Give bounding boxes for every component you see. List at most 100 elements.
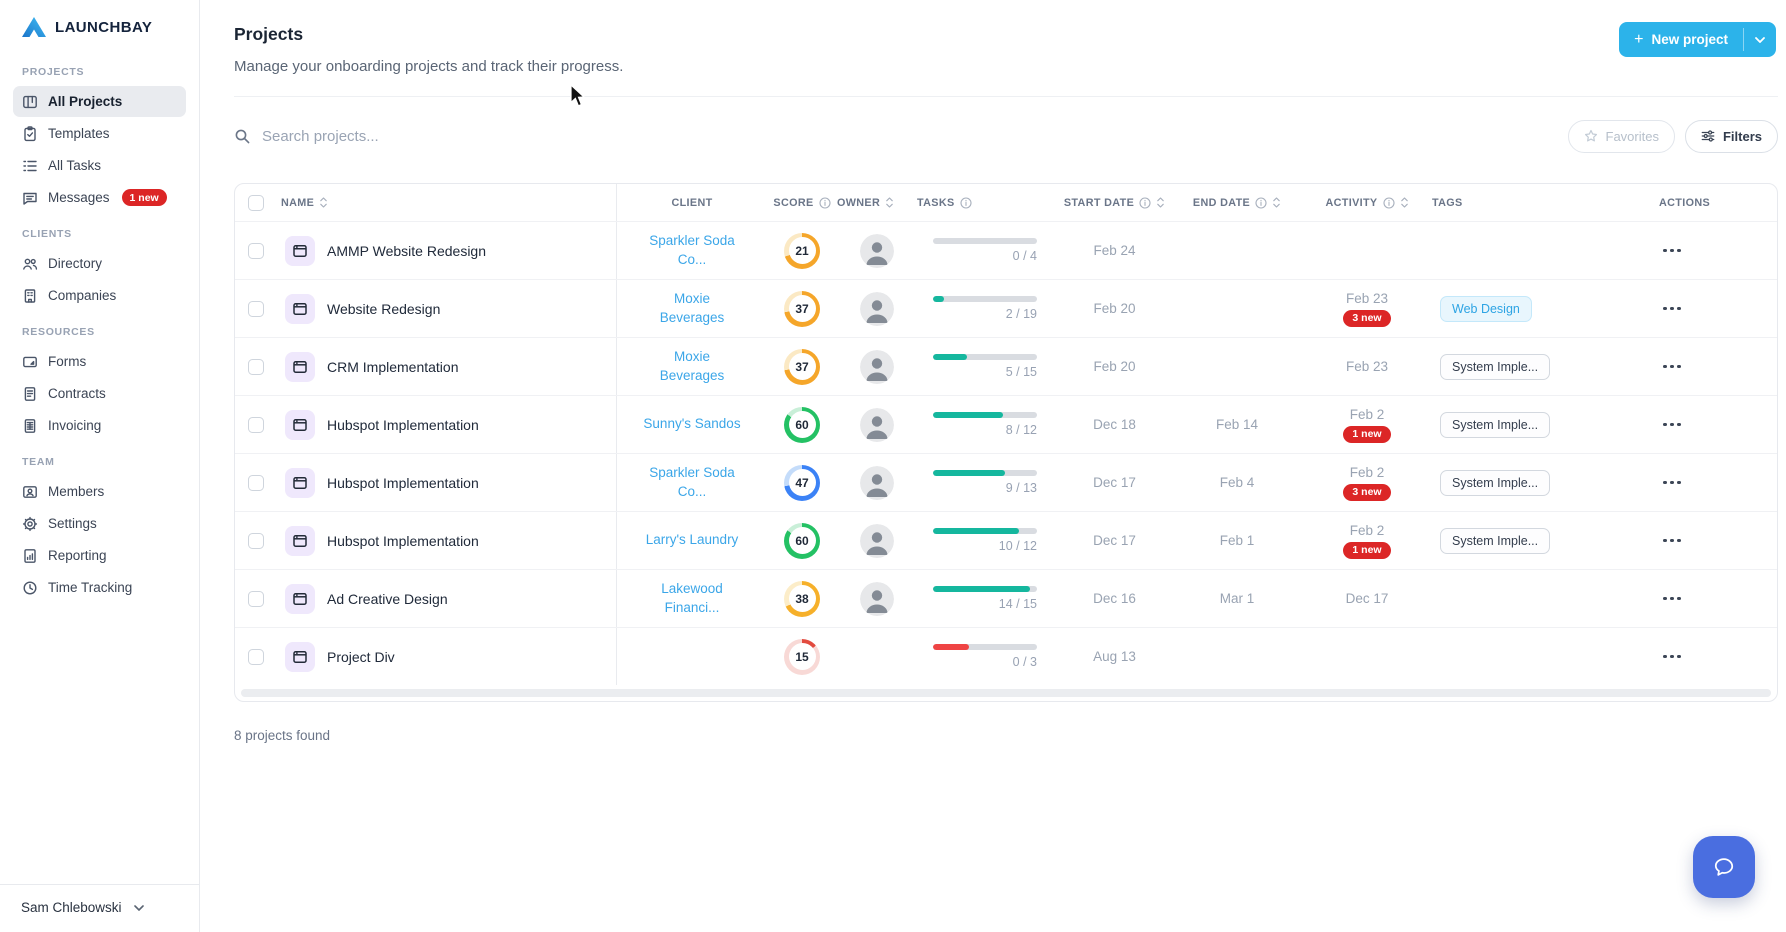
favorites-button[interactable]: Favorites <box>1567 119 1675 153</box>
row-checkbox[interactable] <box>248 474 264 491</box>
sidebar-item-settings[interactable]: Settings <box>13 508 186 539</box>
client-link[interactable]: Sparkler Soda Co... <box>649 465 735 499</box>
list-icon <box>23 160 37 171</box>
user-menu[interactable]: Sam Chlebowski <box>0 884 199 932</box>
sidebar-item-invoicing[interactable]: Invoicing <box>13 410 186 441</box>
client-link[interactable]: Sparkler Soda Co... <box>649 233 735 267</box>
column-header-end-date[interactable]: END DATE <box>1172 184 1302 221</box>
sidebar-item-templates[interactable]: Templates <box>13 118 186 149</box>
project-tag[interactable]: System Imple... <box>1440 411 1551 438</box>
project-name[interactable]: Ad Creative Design <box>327 590 448 607</box>
sidebar-item-members[interactable]: Members <box>13 476 186 507</box>
tasks-count: 14 / 15 <box>998 597 1037 611</box>
column-header-activity[interactable]: ACTIVITY <box>1302 184 1432 221</box>
table-row: Hubspot Implementation Larry's Laundry 6… <box>235 511 1777 569</box>
new-project-dropdown-button[interactable] <box>1744 22 1776 57</box>
project-tag[interactable]: Web Design <box>1440 295 1532 322</box>
new-project-button[interactable]: + New project <box>1619 22 1776 57</box>
client-link[interactable]: Moxie Beverages <box>659 349 725 383</box>
member-card-icon <box>23 485 37 498</box>
sidebar-item-reporting[interactable]: Reporting <box>13 540 186 571</box>
project-tag[interactable]: System Imple... <box>1440 469 1551 496</box>
sort-icon <box>1157 197 1164 208</box>
horizontal-scrollbar[interactable] <box>241 689 1771 697</box>
project-tag[interactable]: System Imple... <box>1440 527 1551 554</box>
owner-avatar <box>860 291 894 326</box>
column-header-start-date[interactable]: START DATE <box>1057 184 1172 221</box>
tasks-count: 5 / 15 <box>1005 365 1037 379</box>
tasks-progress-bar <box>933 296 1037 302</box>
client-link[interactable]: Moxie Beverages <box>659 291 725 325</box>
page-title: Projects <box>234 24 304 44</box>
start-date: Dec 17 <box>1093 533 1136 548</box>
sidebar-item-forms[interactable]: Forms <box>13 346 186 377</box>
activity-cell: Dec 17 <box>1302 570 1432 627</box>
score-value: 47 <box>788 469 816 496</box>
row-checkbox[interactable] <box>248 648 264 665</box>
row-checkbox[interactable] <box>248 242 264 259</box>
building-icon <box>24 288 36 303</box>
end-date: Feb 14 <box>1215 417 1259 432</box>
project-name[interactable]: Website Redesign <box>327 300 441 317</box>
sort-icon <box>1400 197 1408 208</box>
info-icon <box>819 196 831 209</box>
invoice-icon <box>24 418 36 433</box>
chat-bubble-icon <box>1714 858 1734 876</box>
row-actions-button[interactable] <box>1659 359 1685 375</box>
row-actions-button[interactable] <box>1659 301 1685 317</box>
row-actions-button[interactable] <box>1659 417 1685 433</box>
row-checkbox[interactable] <box>248 590 264 607</box>
row-actions-button[interactable] <box>1659 475 1685 491</box>
project-tag[interactable]: System Imple... <box>1440 353 1551 380</box>
sidebar-item-time-tracking[interactable]: Time Tracking <box>13 572 186 603</box>
column-header-owner[interactable]: OWNER <box>837 184 917 221</box>
owner-avatar <box>860 465 894 500</box>
row-actions-button[interactable] <box>1659 649 1685 665</box>
activity-badge: 1 new <box>1343 425 1391 443</box>
start-date: Aug 13 <box>1093 649 1136 664</box>
activity-cell: Feb 23 3 new <box>1302 280 1432 337</box>
client-link[interactable]: Larry's Laundry <box>645 532 739 548</box>
section-resources: RESOURCES <box>22 326 95 338</box>
row-checkbox[interactable] <box>248 532 264 549</box>
project-name[interactable]: Project Div <box>327 648 395 665</box>
sidebar-item-companies[interactable]: Companies <box>13 280 186 311</box>
project-name[interactable]: CRM Implementation <box>327 358 459 375</box>
row-checkbox[interactable] <box>248 358 264 375</box>
project-name[interactable]: Hubspot Implementation <box>327 474 479 491</box>
sidebar-item-all-projects[interactable]: All Projects <box>13 86 186 117</box>
row-checkbox[interactable] <box>248 416 264 433</box>
start-date: Feb 24 <box>1093 243 1136 258</box>
score-ring: 60 <box>784 406 820 443</box>
project-name[interactable]: Hubspot Implementation <box>327 532 479 549</box>
tasks-progress-bar <box>933 528 1037 534</box>
start-date: Feb 20 <box>1093 359 1136 374</box>
sidebar-item-contracts[interactable]: Contracts <box>13 378 186 409</box>
row-checkbox[interactable] <box>248 300 264 317</box>
client-link[interactable]: Sunny's Sandos <box>643 416 741 432</box>
end-date <box>1172 338 1302 395</box>
row-actions-button[interactable] <box>1659 533 1685 549</box>
tasks-count: 0 / 3 <box>1012 655 1037 669</box>
project-name[interactable]: AMMP Website Redesign <box>327 242 486 259</box>
column-header-name[interactable]: NAME <box>277 184 617 221</box>
row-actions-button[interactable] <box>1659 591 1685 607</box>
sidebar-item-directory[interactable]: Directory <box>13 248 186 279</box>
project-name[interactable]: Hubspot Implementation <box>327 416 479 433</box>
activity-date: Feb 2 <box>1349 464 1385 480</box>
client-link[interactable]: Lakewood Financi... <box>661 581 723 615</box>
start-date: Dec 18 <box>1093 417 1136 432</box>
filters-button[interactable]: Filters <box>1684 119 1778 153</box>
activity-date: Feb 2 <box>1349 522 1385 538</box>
activity-date: Feb 23 <box>1345 290 1389 306</box>
sidebar-item-messages[interactable]: Messages 1 new <box>13 182 186 213</box>
users-icon <box>23 258 38 270</box>
project-icon <box>285 235 315 266</box>
search-box <box>234 127 1568 145</box>
search-input[interactable] <box>262 127 682 145</box>
row-actions-button[interactable] <box>1659 243 1685 259</box>
chat-widget-button[interactable] <box>1693 836 1755 898</box>
sidebar-item-all-tasks[interactable]: All Tasks <box>13 150 186 181</box>
select-all-checkbox[interactable] <box>248 194 264 211</box>
form-icon <box>23 356 37 367</box>
